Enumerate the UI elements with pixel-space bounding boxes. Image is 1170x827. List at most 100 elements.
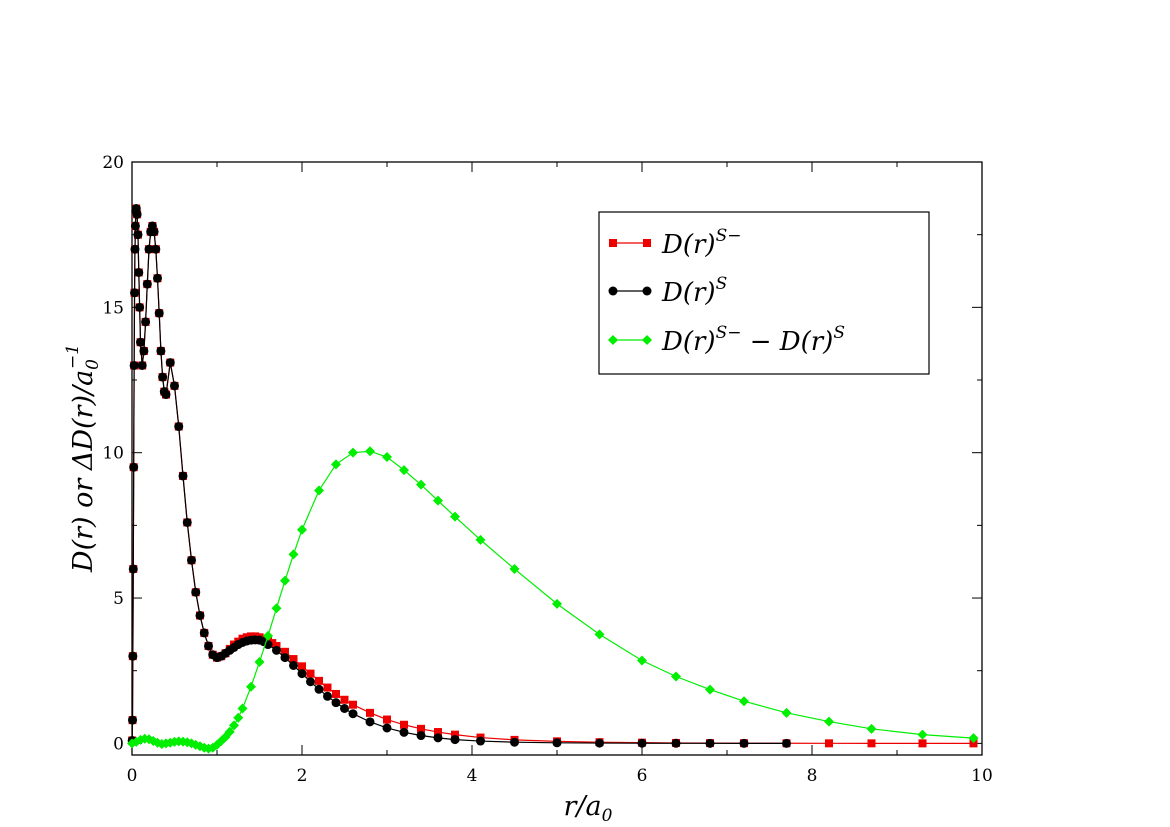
data-point-circle [178, 471, 188, 481]
data-point-diamond [237, 703, 248, 714]
data-point-square [323, 683, 332, 692]
data-point-circle [156, 346, 166, 356]
data-point-circle [161, 390, 171, 400]
data-point-diamond [280, 575, 290, 586]
data-point-diamond [297, 524, 307, 535]
data-point-circle [135, 302, 145, 312]
y-axis-label: D(r) or ΔD(r)/a0−1 [63, 344, 103, 573]
data-point-circle [365, 717, 375, 727]
data-point-diamond [314, 485, 324, 496]
data-point-square [298, 662, 306, 671]
data-point-circle [331, 698, 341, 708]
x-tick-label: 8 [807, 766, 818, 786]
data-point-circle [280, 653, 290, 663]
data-point-square [281, 647, 289, 656]
legend-entry-1: D(r)S [608, 274, 727, 308]
data-point-circle [133, 230, 143, 240]
x-tick-label: 10 [971, 766, 993, 786]
data-point-circle [130, 244, 140, 254]
x-tick-label: 4 [467, 766, 478, 786]
data-point-circle [289, 660, 298, 670]
data-point-circle [165, 358, 175, 368]
data-point-circle [552, 738, 562, 748]
data-point-circle [129, 462, 139, 472]
legend-entry-0: D(r)S− [609, 226, 741, 260]
data-point-diamond [917, 729, 928, 740]
data-point-diamond [288, 549, 299, 560]
data-point-circle [134, 267, 144, 277]
data-point-square [825, 739, 833, 748]
x-axis-label: r/a0 [564, 791, 613, 826]
data-point-diamond [254, 656, 265, 667]
data-point-diamond [594, 629, 605, 640]
data-point-diamond [552, 598, 562, 609]
data-point-circle [141, 317, 151, 327]
data-point-square [349, 700, 357, 709]
data-point-diamond [224, 726, 235, 737]
data-point-circle [314, 684, 324, 694]
data-point-square [340, 695, 349, 704]
data-point-diamond [229, 720, 239, 731]
data-point-diamond [866, 723, 877, 734]
data-point-square [451, 730, 459, 739]
series-line [131, 450, 974, 750]
data-point-diamond [271, 603, 282, 614]
data-point-square [400, 720, 408, 729]
data-point-square [315, 676, 323, 685]
data-point-square [306, 669, 315, 678]
data-point-circle [204, 641, 213, 651]
legend-label-0: D(r)S− [661, 226, 741, 260]
data-point-circle [130, 288, 140, 298]
data-point-circle [450, 735, 460, 745]
data-point-diamond [233, 712, 244, 723]
data-point-diamond [509, 563, 520, 574]
data-point-square [417, 724, 425, 733]
data-point-circle [132, 209, 142, 219]
data-point-diamond [637, 655, 647, 666]
data-point-diamond [331, 459, 341, 470]
data-point-circle [174, 422, 184, 432]
data-point-diamond [246, 681, 256, 692]
data-point-circle [705, 738, 715, 748]
data-point-circle [510, 737, 519, 747]
data-point-square [867, 739, 876, 748]
y-tick-label: 10 [102, 444, 124, 464]
series-1 [127, 204, 791, 748]
data-point-circle [323, 691, 332, 701]
y-tick-label: 5 [113, 589, 124, 609]
data-point-circle [149, 227, 159, 237]
data-point-circle [154, 308, 164, 318]
data-point-circle [139, 346, 149, 356]
data-point-circle [399, 727, 409, 737]
y-tick-label: 20 [102, 153, 124, 173]
data-point-diamond [382, 452, 392, 463]
data-point-circle [187, 555, 196, 565]
data-point-diamond [450, 511, 460, 522]
data-point-square [289, 655, 298, 664]
data-point-diamond [365, 446, 375, 457]
data-point-circle [782, 738, 791, 748]
data-point-circle [128, 564, 138, 574]
axis-ticks: 0 2 4 6 8 10 0 5 10 15 20 [102, 153, 992, 786]
data-point-square [366, 708, 374, 717]
data-point-square [918, 739, 927, 748]
data-point-circle [191, 587, 201, 597]
legend-label-1: D(r)S [661, 274, 727, 308]
series-2 [127, 446, 979, 754]
legend-marker-circle [642, 286, 652, 296]
legend: D(r)S− D(r)S D(r)S− − D(r)S [598, 211, 930, 375]
data-point-diamond [348, 447, 358, 458]
data-point-diamond [671, 671, 681, 682]
legend-label-2: D(r)S− − D(r)S [661, 323, 845, 357]
data-point-diamond [416, 479, 426, 490]
data-point-diamond [475, 534, 486, 545]
y-tick-label: 15 [102, 298, 124, 318]
data-point-diamond [399, 465, 409, 476]
data-point-circle [272, 645, 281, 655]
series-layer [127, 204, 979, 754]
legend-box [598, 211, 930, 375]
data-point-circle [182, 517, 192, 527]
data-point-circle [151, 244, 161, 254]
data-point-diamond [433, 495, 443, 506]
legend-marker-square [643, 239, 651, 247]
